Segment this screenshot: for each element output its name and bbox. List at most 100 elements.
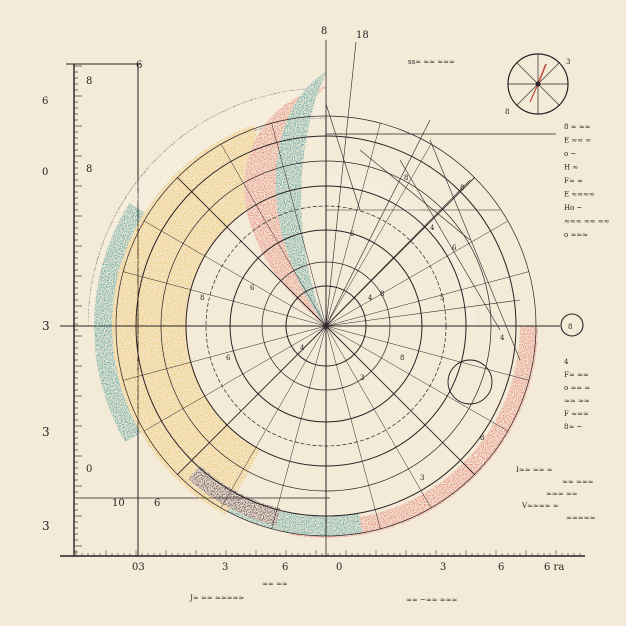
left-scale-label: 3 <box>42 425 50 439</box>
right-note: ≈≈≈≈≈ <box>566 514 595 522</box>
bottom-ruler-ticks <box>75 550 581 556</box>
left-ruler-ticks <box>74 65 82 553</box>
grid-ray <box>325 144 432 327</box>
right-note: E ≈≈ ≈ <box>564 137 591 145</box>
grid-glyph: 4 <box>500 334 505 342</box>
grid-ray <box>325 220 508 327</box>
grid-ray <box>177 325 327 475</box>
teal-left-band <box>94 203 150 442</box>
grid-glyph: 6 <box>250 284 255 292</box>
bottom-note: ≈≈ ≈≈ <box>262 580 288 588</box>
frame-label: 10 <box>112 498 125 509</box>
grid-glyph: 6 <box>350 230 355 238</box>
grid-glyph: 4 <box>430 224 435 232</box>
grid-glyph: 8 <box>460 184 464 192</box>
right-note: ≈≈ ≈≈ <box>564 397 590 405</box>
compass-icon <box>507 53 569 115</box>
left-scale-label: 0 <box>42 167 48 178</box>
colored-bands <box>87 72 538 538</box>
bottom-scale-label: 0 <box>336 562 342 573</box>
grid-ray <box>144 220 327 327</box>
frame-label: 6 <box>136 60 142 71</box>
bottom-note: J≈ ≈≈ ≈≈≈≈≈ <box>189 594 244 602</box>
bottom-scale-label: 6 ra <box>544 562 564 573</box>
grid-glyph: 6 <box>226 354 231 362</box>
right-note: ≈≈ ≈≈≈ <box>562 478 594 486</box>
grid-ray <box>177 177 327 327</box>
grid-glyph: 6 <box>452 244 457 252</box>
right-note: ≈≈≈ ≈≈ ≈≈ <box>564 218 610 226</box>
right-note: Ho ~ <box>564 204 583 212</box>
grid-ray <box>325 271 529 327</box>
left-scale-label: 8 <box>86 76 92 87</box>
bottom-scale-label: 3 <box>222 562 228 573</box>
right-note: V≈≈≈≈ ≈ <box>521 502 559 510</box>
grid-ray <box>271 325 327 529</box>
right-note: o ≈≈ ≈ <box>564 384 590 392</box>
right-note: o ≈≈≈ <box>564 231 588 239</box>
bottom-scale-label: 3 <box>440 562 446 573</box>
right-note: ≈≈≈ ≈≈ <box>546 490 578 498</box>
grid-glyph: 8 <box>404 174 408 182</box>
grid-glyph: 8 <box>380 290 384 298</box>
left-scale-label: 0 <box>86 464 92 475</box>
grid-ray <box>325 325 529 381</box>
grid-ray <box>325 325 381 529</box>
grid-ray <box>220 144 327 327</box>
grid-glyph: 3 <box>420 474 424 482</box>
grid-glyph: 4 <box>368 294 373 302</box>
compass-label: 3 <box>566 58 570 66</box>
right-note: o ~ <box>564 150 576 158</box>
construction-line <box>399 159 501 331</box>
coral-bottom-band <box>289 326 538 538</box>
grid-ray <box>325 123 381 327</box>
grid-glyph: 8 <box>200 294 204 302</box>
construction-line <box>325 179 471 327</box>
grid-glyph: 5 <box>440 294 444 302</box>
bottom-scale-label: 6 <box>498 562 504 573</box>
right-note: F ≈≈≈ <box>564 410 589 418</box>
top-label: 18 <box>356 30 369 41</box>
grid-ray <box>144 325 327 432</box>
grid-ray <box>325 325 508 432</box>
bottom-scale-label: 03 <box>132 562 145 573</box>
teal-top-crescent <box>275 72 326 326</box>
top-label: 8 <box>321 26 327 37</box>
grid-ray <box>123 271 327 327</box>
bottom-note: ≈≈ ~≈≈ ≈≈≈ <box>406 596 458 604</box>
right-note: 8≈ ~ <box>564 423 583 431</box>
construction-line <box>325 103 361 211</box>
bottom-scale-label: 6 <box>282 562 288 573</box>
construction-line <box>325 299 521 327</box>
right-note: 8 ≈ ≈≈ <box>564 123 591 131</box>
grid-ray <box>220 325 327 508</box>
grid-glyph: 8 <box>400 354 404 362</box>
grid-glyph: 4 <box>300 344 305 352</box>
left-scale-label: 3 <box>42 319 50 333</box>
right-note: F≈ ≈≈ <box>564 371 589 379</box>
grid-glyph: 8 <box>480 434 484 442</box>
right-note: F≈ ≈ <box>564 177 583 185</box>
left-scale-label: 6 <box>42 96 48 107</box>
construction-line <box>325 119 431 327</box>
grid-ray <box>123 325 327 381</box>
grid-glyph: 3 <box>360 374 364 382</box>
compass-label: 8 <box>505 108 509 116</box>
grid-ray <box>325 325 475 475</box>
right-note: E ≈≈≈≈ <box>564 191 595 199</box>
offset-circle <box>447 359 493 405</box>
left-scale-label: 3 <box>42 519 50 533</box>
radial-rays <box>116 41 536 536</box>
target-marker-icon <box>560 313 584 337</box>
header-note: ss≈ ≈≈ ≈≈≈ <box>408 58 455 66</box>
construction-line <box>325 41 357 327</box>
grid-ray <box>271 123 327 327</box>
right-note: I≈≈ ≈≈ ≈ <box>516 466 553 474</box>
mustard-band <box>111 124 279 515</box>
marker-label: 8 <box>568 323 572 331</box>
speckled-upper-right-sector <box>326 176 476 326</box>
construction-line <box>429 139 521 361</box>
